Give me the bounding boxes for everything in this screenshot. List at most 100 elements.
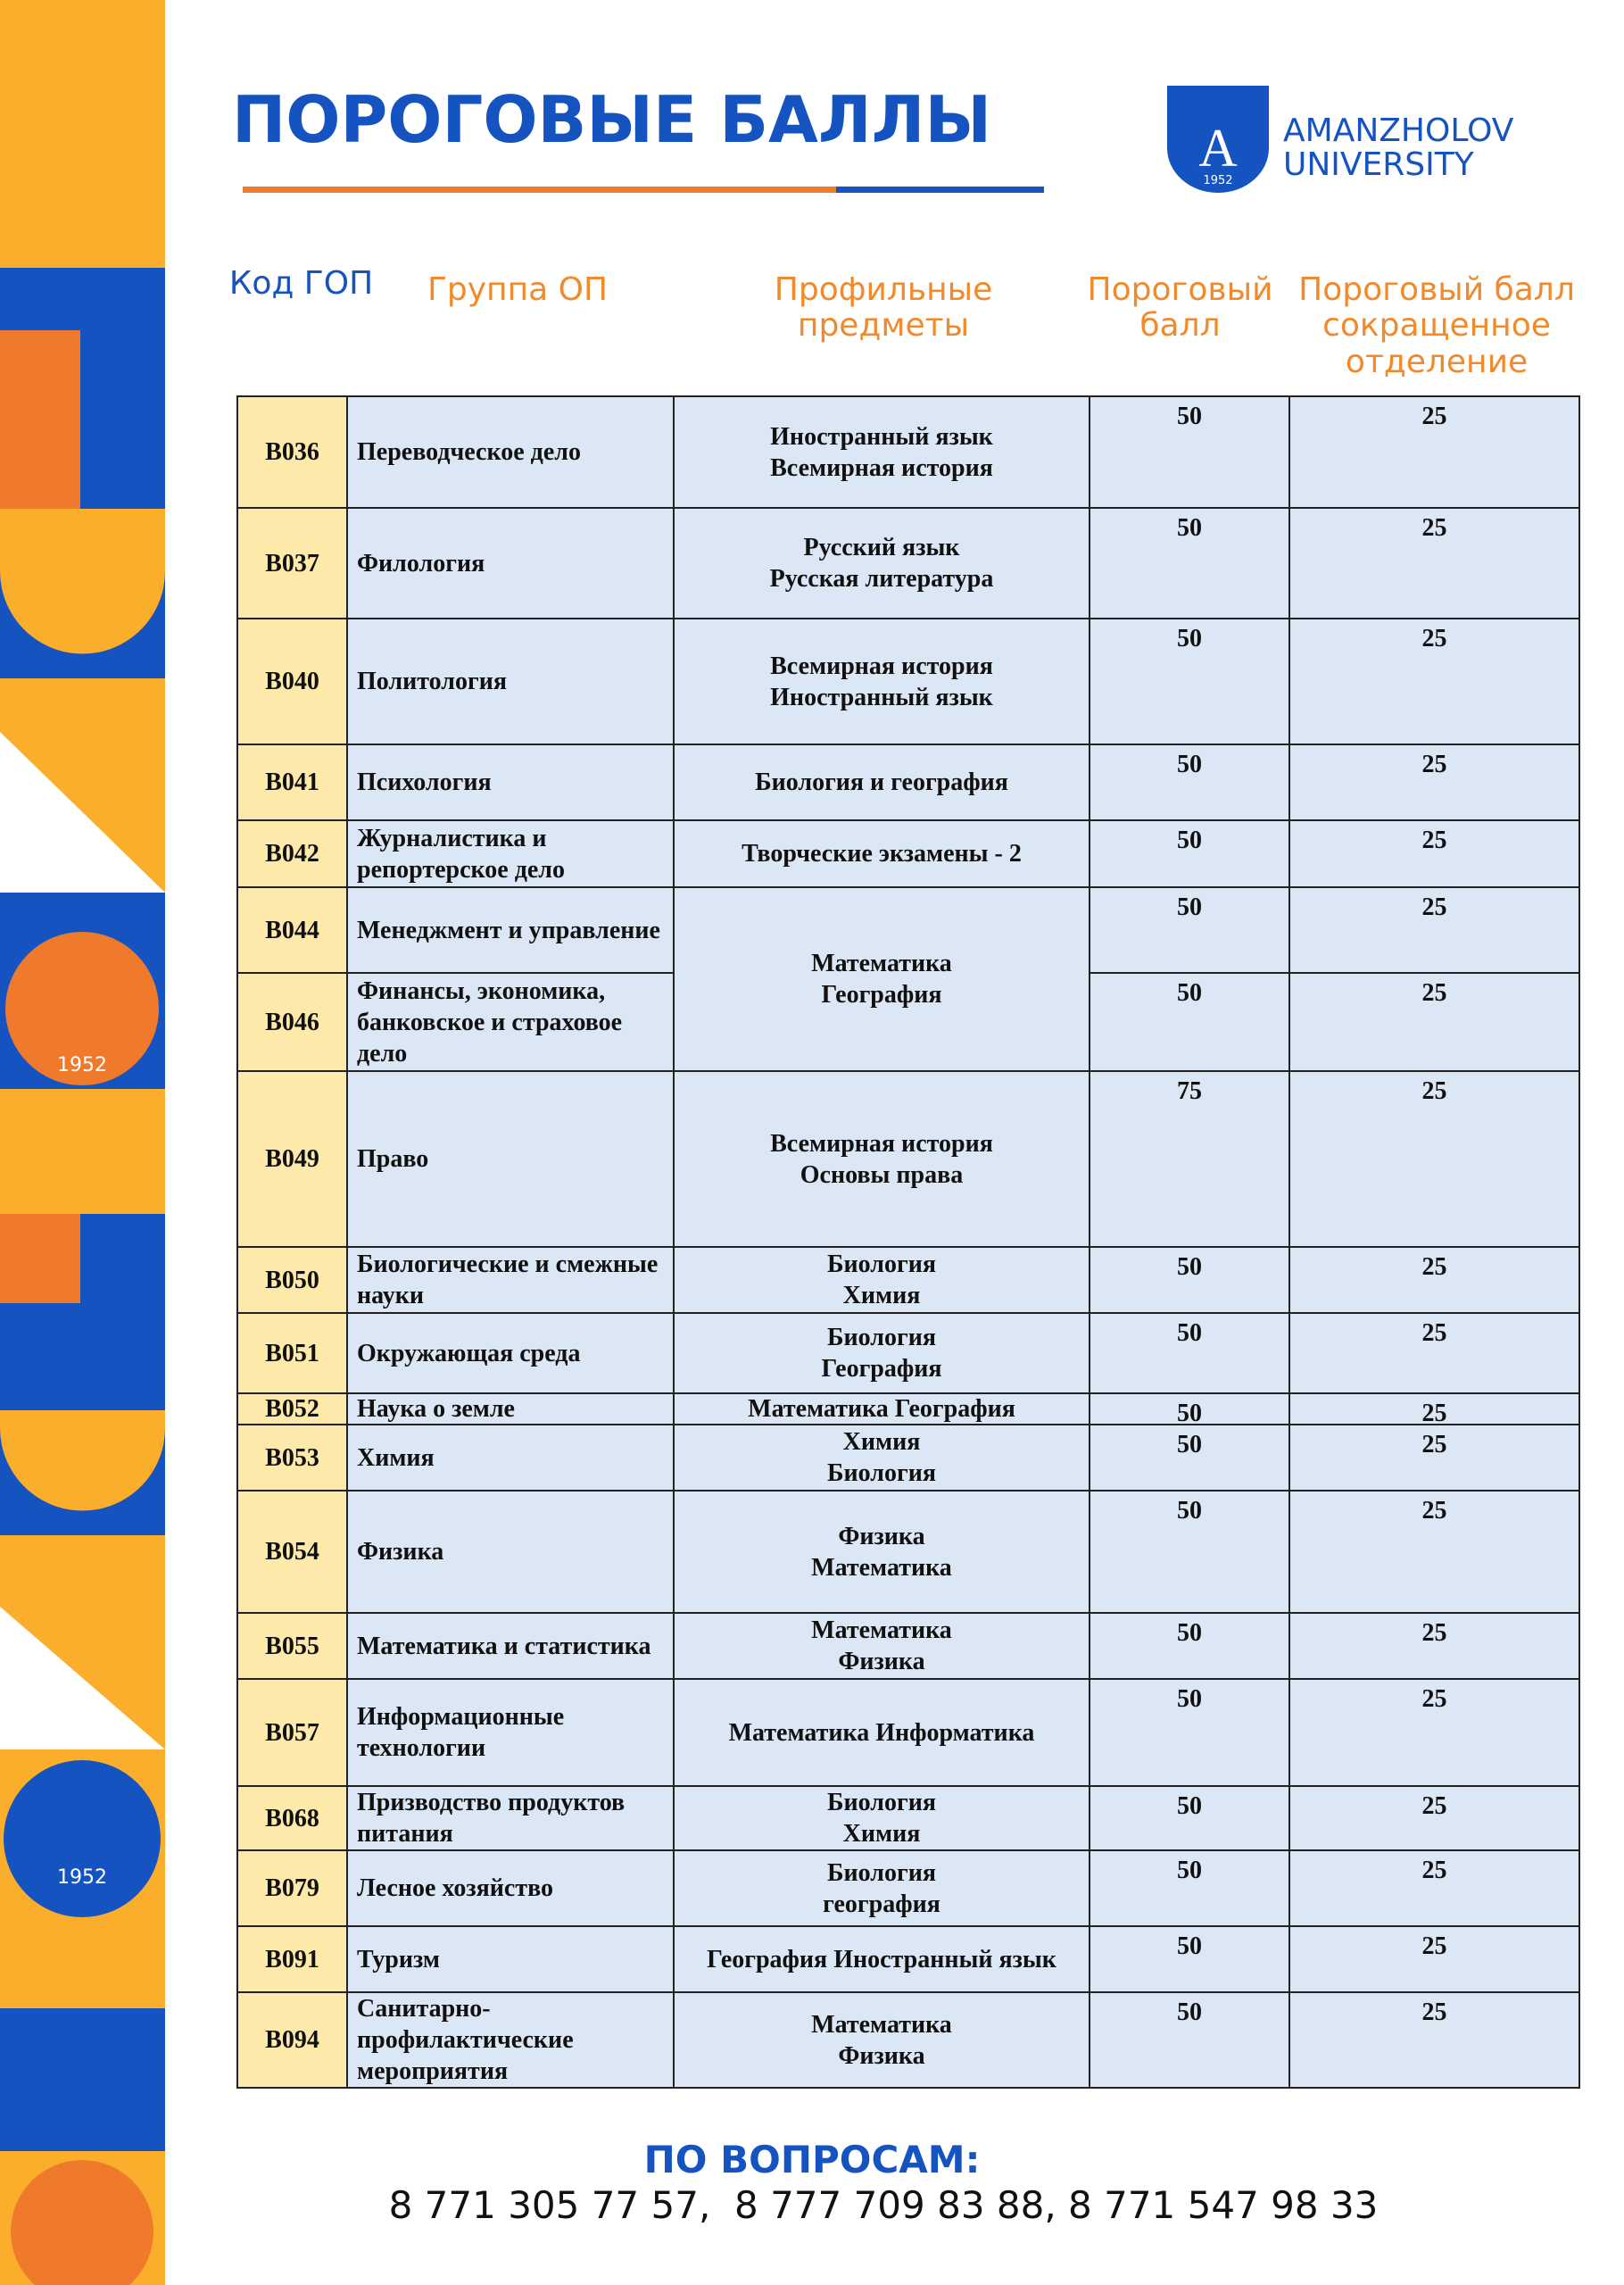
score-cell: 75 — [1089, 1070, 1290, 1248]
subject: Основы права — [800, 1160, 964, 1189]
score-cell: 50 — [1089, 395, 1290, 509]
score-cell: 50 — [1089, 1678, 1290, 1787]
group-cell: Политология — [346, 618, 675, 745]
score-cell: 50 — [1089, 819, 1290, 888]
code-cell: B057 — [236, 1678, 348, 1787]
score-cell: 50 — [1089, 1246, 1290, 1314]
subject: Иностранный язык — [770, 683, 993, 711]
code-cell: B054 — [236, 1490, 348, 1614]
score-cell: 50 — [1089, 1424, 1290, 1491]
subject: география — [823, 1890, 940, 1918]
score-cell: 50 — [1089, 1312, 1290, 1394]
subjects-cell: География Иностранный язык — [673, 1925, 1090, 1993]
subject: Математика — [811, 2010, 952, 2039]
reduced-score-cell: 25 — [1288, 395, 1580, 509]
subjects-cell: Творческие экзамены - 2 — [673, 819, 1090, 888]
subject: Творческие экзамены - 2 — [742, 840, 1022, 868]
subjects-cell: Биология и география — [673, 744, 1090, 821]
subjects-cell: Русский язык Русская литература — [673, 507, 1090, 619]
subject: Математика — [811, 1616, 952, 1644]
score-cell: 50 — [1089, 507, 1290, 619]
subject: Биология — [827, 1858, 936, 1887]
subject: Биология — [827, 1324, 936, 1351]
subjects-cell: Химия Биология — [673, 1424, 1090, 1491]
group-cell: Переводческое дело — [346, 395, 675, 509]
column-header: Код ГОП — [228, 265, 374, 302]
reduced-score-cell: 25 — [1288, 618, 1580, 745]
reduced-score-cell: 25 — [1288, 819, 1580, 888]
subject: География Иностранный язык — [707, 1945, 1056, 1973]
group-cell: Наука о земле — [346, 1392, 675, 1425]
underline — [836, 187, 1044, 193]
score-cell: 50 — [1089, 1612, 1290, 1680]
subjects-cell: Иностранный язык Всемирная история — [673, 395, 1090, 509]
score-cell: 50 — [1089, 1785, 1290, 1851]
reduced-score-cell: 25 — [1288, 1991, 1580, 2089]
subjects-cell: Математика География — [673, 886, 1090, 1072]
group-cell: Психология — [346, 744, 675, 821]
subject: Химия — [842, 1820, 921, 1848]
reduced-score-cell: 25 — [1288, 507, 1580, 619]
group-cell: Призводство продуктов питания — [346, 1785, 675, 1851]
code-cell: B094 — [236, 1991, 348, 2089]
subject: Всемирная история — [770, 652, 993, 680]
subject: Химия — [842, 1282, 921, 1309]
subjects-cell: Физика Математика — [673, 1490, 1090, 1614]
column-header: Пороговый балл — [1087, 271, 1273, 345]
column-header: Группа ОП — [427, 271, 609, 308]
logo: A 1952 — [1167, 86, 1269, 193]
code-cell: B068 — [236, 1785, 348, 1851]
subject: Русская литература — [769, 565, 994, 593]
code-cell: B049 — [236, 1070, 348, 1248]
group-cell: Право — [346, 1070, 675, 1248]
logo-year: 1952 — [57, 1866, 107, 1889]
reduced-score-cell: 25 — [1288, 1849, 1580, 1927]
code-cell: B055 — [236, 1612, 348, 1680]
logo-year: 1952 — [1203, 174, 1232, 187]
subjects-cell: Математика Физика — [673, 1612, 1090, 1680]
group-cell: Химия — [346, 1424, 675, 1491]
score-cell: 50 — [1089, 886, 1290, 974]
logo-subname: UNIVERSITY — [1283, 145, 1474, 183]
reduced-score-cell: 25 — [1288, 1424, 1580, 1491]
reduced-score-cell: 25 — [1288, 1678, 1580, 1787]
reduced-score-cell: 25 — [1288, 1246, 1580, 1314]
title: ПОРОГОВЫЕ БАЛЛЫ — [232, 82, 992, 157]
footer-label: ПО ВОПРОСАМ: — [643, 2138, 981, 2181]
code-cell: B091 — [236, 1925, 348, 1993]
subject: Всемирная история — [770, 453, 993, 482]
group-cell: Санитарно-профилактические мероприятия — [346, 1991, 675, 2089]
subjects-cell: Всемирная история Иностранный язык — [673, 618, 1090, 745]
subjects-cell: Всемирная история Основы права — [673, 1070, 1090, 1248]
score-cell: 50 — [1089, 1849, 1290, 1927]
subjects-cell: Биология География — [673, 1312, 1090, 1394]
code-cell: B044 — [236, 886, 348, 974]
subject: Иностранный язык — [770, 422, 993, 451]
score-cell: 50 — [1089, 1392, 1290, 1427]
reduced-score-cell: 25 — [1288, 1070, 1580, 1248]
score-cell: 50 — [1089, 618, 1290, 745]
group-cell: Менеджмент и управление — [346, 886, 675, 974]
subject: Математика — [811, 950, 952, 977]
reduced-score-cell: 25 — [1288, 744, 1580, 821]
subject: География — [821, 1355, 942, 1383]
reduced-score-cell: 25 — [1288, 886, 1580, 974]
underline — [243, 187, 836, 193]
code-cell: B053 — [236, 1424, 348, 1491]
subjects-cell: Биология Химия — [673, 1246, 1090, 1314]
subjects-cell: Биология география — [673, 1849, 1090, 1927]
subjects-cell: Математика География — [673, 1392, 1090, 1425]
code-cell: B042 — [236, 819, 348, 888]
score-cell: 50 — [1089, 1925, 1290, 1993]
logo-name: AMANZHOLOV — [1283, 112, 1514, 149]
subject: Биология и география — [755, 769, 1008, 796]
code-cell: B079 — [236, 1849, 348, 1927]
group-cell: Лесное хозяйство — [346, 1849, 675, 1927]
subject: Математика — [811, 1553, 952, 1582]
subject: Физика — [838, 2041, 925, 2070]
code-cell: B041 — [236, 744, 348, 821]
group-cell: Математика и статистика — [346, 1612, 675, 1680]
group-cell: Филология — [346, 507, 675, 619]
subject: Биология — [827, 1459, 936, 1487]
